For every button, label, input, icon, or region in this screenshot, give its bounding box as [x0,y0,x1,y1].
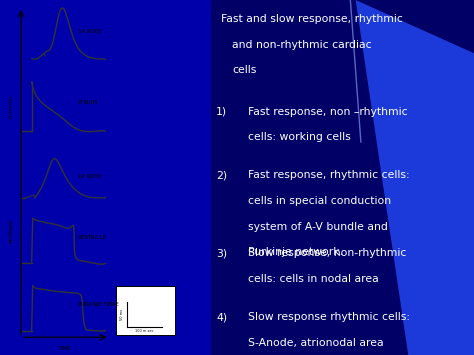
Text: POTENTIAL: POTENTIAL [9,94,14,119]
Text: PURKINJE FIBRE: PURKINJE FIBRE [78,302,119,307]
Text: 1): 1) [216,106,228,116]
Text: Fast response, non –rhythmic: Fast response, non –rhythmic [248,106,407,116]
Text: Fast and slow response, rhythmic: Fast and slow response, rhythmic [221,14,403,24]
Text: TIME: TIME [59,346,72,351]
Text: MEMBRANE: MEMBRANE [9,218,14,243]
Text: Slow response, non-rhythmic: Slow response, non-rhythmic [248,248,406,258]
Text: VENTRICLE: VENTRICLE [78,235,107,240]
Text: 3): 3) [216,248,228,258]
Text: S-Anode, atrionodal area: S-Anode, atrionodal area [248,338,383,348]
Text: Slow response rhythmic cells:: Slow response rhythmic cells: [248,312,410,322]
Text: 2): 2) [216,170,228,180]
Text: 50 mv: 50 mv [120,308,124,320]
Bar [116,286,175,335]
Text: system of A-V bundle and: system of A-V bundle and [248,222,388,231]
Text: ATRIUM: ATRIUM [78,100,98,105]
Text: cells: working cells: cells: working cells [248,132,350,142]
Text: Fast response, rhythmic cells:: Fast response, rhythmic cells: [248,170,410,180]
Text: AV NODE: AV NODE [78,174,101,179]
Polygon shape [356,0,474,355]
Text: cells in special conduction: cells in special conduction [248,196,391,206]
Text: 100 m sec: 100 m sec [135,329,154,333]
Text: cells: cells in nodal area: cells: cells in nodal area [248,274,379,284]
Text: cells: cells [232,65,256,75]
Text: Purkinje network.: Purkinje network. [248,247,343,257]
Text: and non-rhythmic cardiac: and non-rhythmic cardiac [232,40,372,50]
Text: 4): 4) [216,312,228,322]
Text: SA NODE: SA NODE [78,29,102,34]
